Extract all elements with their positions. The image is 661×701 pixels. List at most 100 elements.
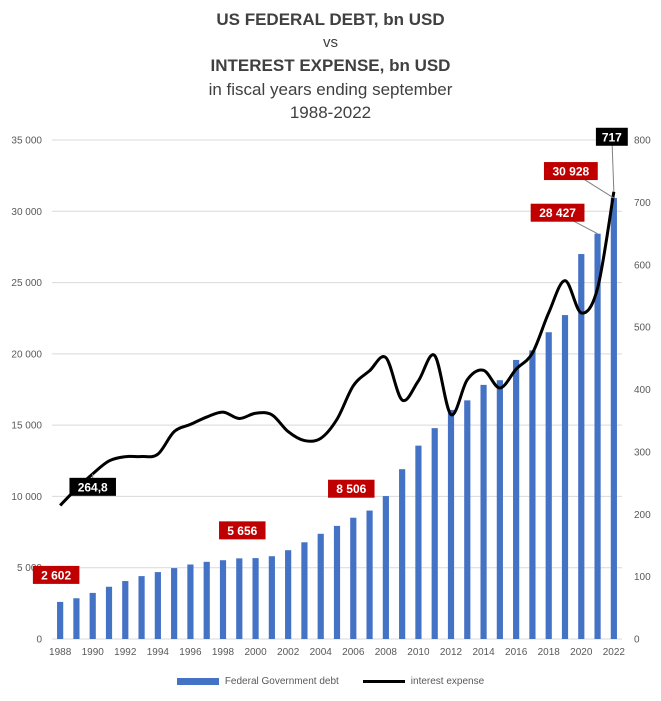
x-tick-label: 1994 [147, 647, 170, 658]
chart-svg: 0 5 000 10 000 15 000 20 000 25 000 30 000 35 0… [11, 127, 651, 658]
bar-debt [57, 601, 64, 639]
bar-debt [203, 561, 210, 639]
x-tick-label: 2004 [310, 647, 333, 658]
bar-debt [122, 581, 129, 639]
chart-title-block: US FEDERAL DEBT, bn USD vs INTEREST EXPE… [0, 8, 661, 124]
bar-debt [464, 400, 471, 639]
legend-label-debt: Federal Government debt [224, 676, 339, 687]
y-left-tick-label: 25 000 [11, 278, 42, 289]
data-label-box [219, 521, 266, 540]
x-tick-label: 2000 [244, 647, 267, 658]
chart-subtitle: in fiscal years ending september [208, 80, 453, 99]
bar-debt [545, 332, 552, 639]
x-tick-label: 2002 [277, 647, 300, 658]
data-label: 264,8 [78, 480, 108, 494]
bar-debt [415, 445, 422, 639]
data-label-box [69, 477, 116, 496]
bar-debt [350, 517, 357, 639]
x-tick-label: 1988 [49, 647, 72, 658]
legend-label-interest: interest expense [410, 676, 485, 687]
data-label-box [32, 565, 80, 584]
bar-debt [138, 576, 145, 639]
bar-debt [187, 564, 194, 639]
bar-debt [513, 359, 520, 639]
legend: Federal Government debt interest expense [0, 676, 661, 687]
data-label-box [595, 127, 628, 146]
bar-debt [561, 315, 569, 639]
legend-item-interest: interest expense [362, 676, 485, 687]
y-right-tick-label: 800 [634, 136, 651, 147]
bar-debt [594, 233, 601, 639]
x-tick-label: 2018 [538, 647, 561, 658]
x-tick-label: 2022 [603, 647, 626, 658]
bar-debt [333, 525, 341, 639]
data-label-box [543, 162, 598, 181]
y-left-tick-label: 20 000 [11, 349, 42, 360]
bar-debt [236, 558, 243, 639]
bar-debt [382, 496, 389, 639]
bar-debt [268, 556, 275, 639]
bar-debt [73, 598, 80, 639]
data-label-leader [611, 136, 615, 192]
y-left-tick-label: 15 000 [11, 421, 42, 432]
bar-debt [317, 533, 324, 639]
bar-debt [154, 572, 161, 639]
x-tick-label: 2014 [472, 647, 495, 658]
y-right-tick-label: 100 [634, 572, 651, 583]
line-interest-expense [59, 191, 616, 507]
y-left-tick-label: 30 000 [11, 207, 42, 218]
y-right-tick-label: 300 [634, 447, 651, 458]
data-label: 5 656 [227, 524, 257, 538]
data-label: 28 427 [539, 206, 576, 220]
y-left-tick-label: 0 [36, 635, 42, 646]
bar-debt [219, 560, 227, 639]
bar-debt [89, 592, 96, 639]
x-tick-label: 2012 [440, 647, 463, 658]
chart-title-line-3: INTEREST EXPENSE, bn USD [210, 56, 451, 75]
bar-debt [366, 510, 373, 639]
x-tick-label: 2006 [342, 647, 365, 658]
x-tick-label: 2008 [375, 647, 398, 658]
x-tick-label: 2020 [570, 647, 593, 658]
x-tick-label: 1998 [212, 647, 235, 658]
bar-debt [496, 380, 503, 639]
y-right-tick-label: 600 [634, 260, 651, 271]
y-right-tick-label: 400 [634, 385, 651, 396]
y-left-tick-label: 10 000 [11, 492, 42, 503]
bar-debt [252, 558, 259, 639]
bar-debt [529, 350, 536, 639]
data-label-box [530, 203, 585, 222]
chart-title-line-1: US FEDERAL DEBT, bn USD [216, 10, 445, 29]
chart-title-line-2: vs [323, 34, 338, 51]
x-tick-label: 2016 [505, 647, 528, 658]
bar-debt [171, 568, 178, 639]
bar-debt [578, 254, 585, 640]
bar-debt [447, 409, 455, 639]
data-label-box [328, 479, 375, 498]
data-label: 2 602 [41, 568, 71, 582]
bar-debt [399, 469, 406, 639]
x-tick-label: 1996 [179, 647, 202, 658]
x-tick-label: 1992 [114, 647, 137, 658]
y-right-tick-label: 0 [634, 635, 640, 646]
x-tick-label: 1990 [82, 647, 105, 658]
x-tick-label: 2010 [407, 647, 430, 658]
bar-debt [431, 428, 438, 639]
data-label: 30 928 [553, 165, 590, 179]
data-label: 717 [602, 130, 622, 144]
legend-swatch-interest [362, 680, 405, 683]
bar-debt [301, 542, 308, 639]
y-right-tick-label: 700 [634, 198, 651, 209]
y-left-tick-label: 35 000 [11, 136, 42, 147]
bar-debt [610, 198, 617, 639]
bar-debt [480, 384, 487, 639]
y-right-tick-label: 200 [634, 510, 651, 521]
legend-item-debt: Federal Government debt [176, 676, 339, 687]
bar-debt [285, 550, 292, 639]
bar-debt [105, 586, 113, 639]
y-left-tick-label: 5 000 [17, 563, 42, 574]
chart-period: 1988-2022 [289, 103, 372, 122]
y-right-tick-label: 500 [634, 323, 651, 334]
data-label: 8 506 [336, 482, 366, 496]
legend-swatch-debt [176, 678, 219, 685]
